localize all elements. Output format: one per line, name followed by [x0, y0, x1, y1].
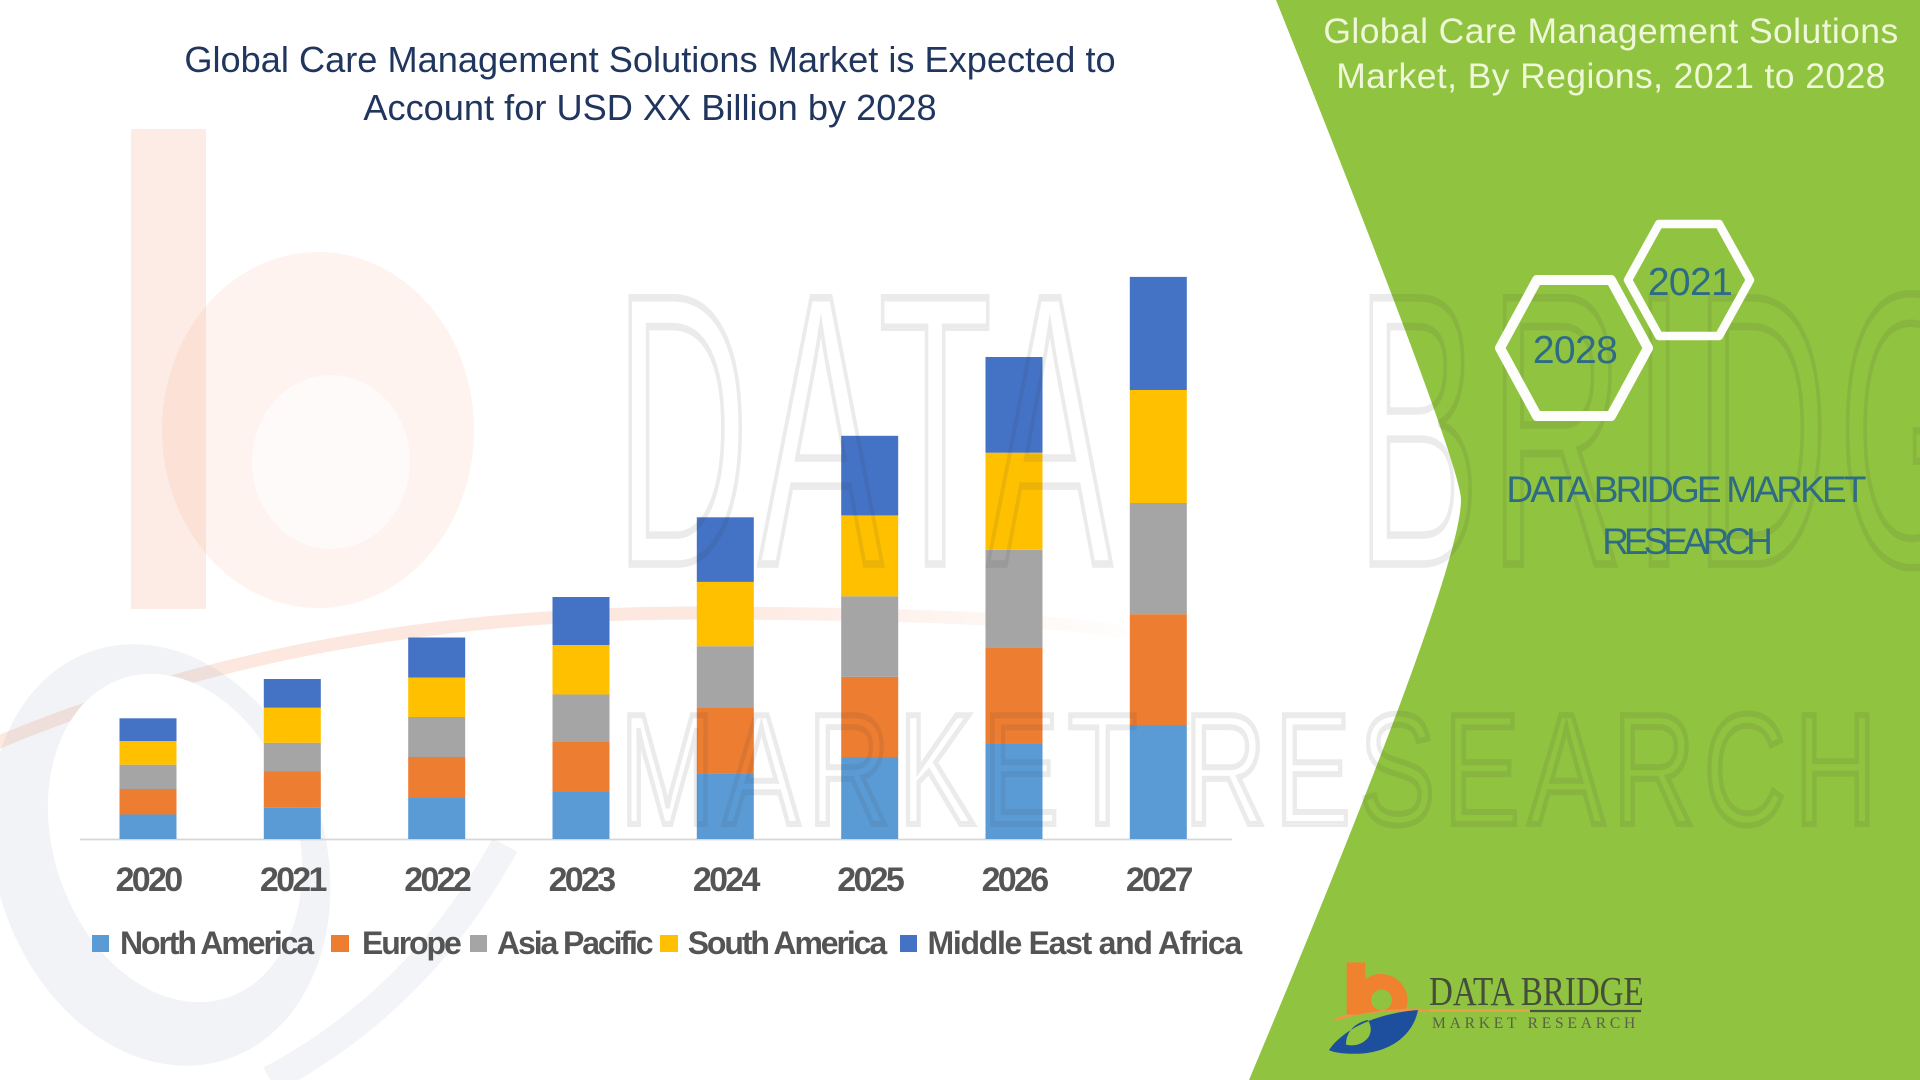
svg-text:DATA: DATA	[615, 215, 1121, 647]
svg-text:MARKET RESEARCH: MARKET RESEARCH	[620, 682, 1885, 859]
svg-text:BRIDGE: BRIDGE	[1356, 215, 1920, 647]
